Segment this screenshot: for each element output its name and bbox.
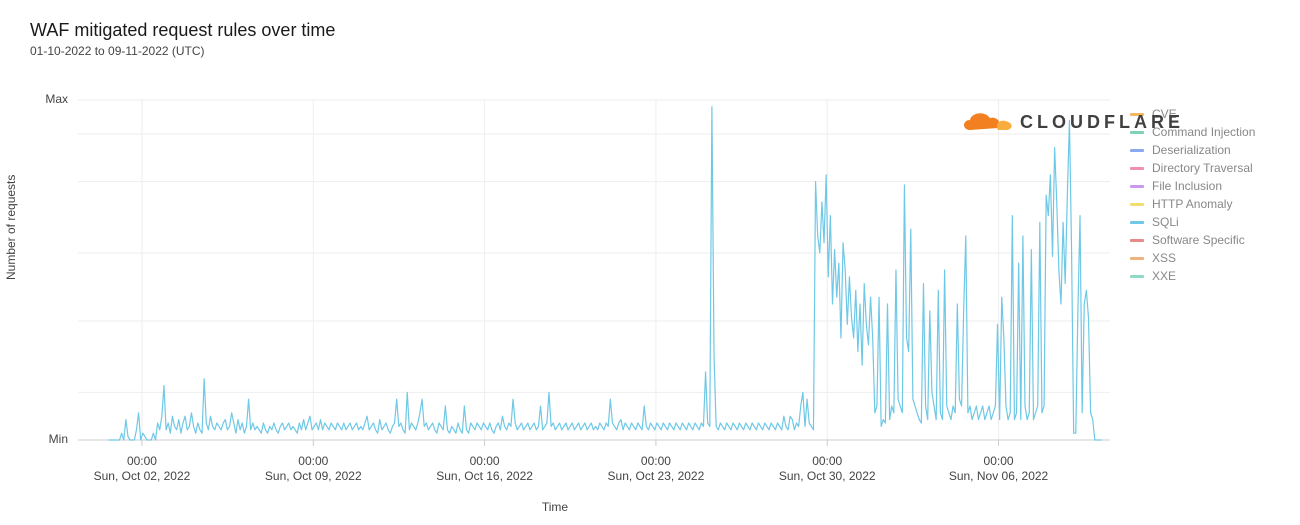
legend-item[interactable]: Deserialization bbox=[1130, 141, 1255, 159]
legend-swatch bbox=[1130, 257, 1144, 260]
legend-label: Directory Traversal bbox=[1152, 161, 1253, 175]
legend-label: Software Specific bbox=[1152, 233, 1245, 247]
legend-label: SQLi bbox=[1152, 215, 1179, 229]
legend-item[interactable]: SQLi bbox=[1130, 213, 1255, 231]
x-tick-time: 00:00 bbox=[929, 454, 1069, 469]
y-tick-label: Min bbox=[0, 432, 68, 446]
x-tick-time: 00:00 bbox=[586, 454, 726, 469]
x-tick-date: Sun, Oct 02, 2022 bbox=[72, 469, 212, 484]
x-tick-label: 00:00Sun, Oct 02, 2022 bbox=[72, 454, 212, 484]
legend-item[interactable]: Directory Traversal bbox=[1130, 159, 1255, 177]
legend-label: Deserialization bbox=[1152, 143, 1231, 157]
y-axis-label: Number of requests bbox=[4, 175, 18, 280]
x-tick-label: 00:00Sun, Oct 23, 2022 bbox=[586, 454, 726, 484]
x-tick-time: 00:00 bbox=[72, 454, 212, 469]
title-block: WAF mitigated request rules over time 01… bbox=[30, 20, 335, 58]
legend-swatch bbox=[1130, 149, 1144, 152]
brand-text: CLOUDFLARE bbox=[1020, 112, 1184, 133]
legend-swatch bbox=[1130, 239, 1144, 242]
legend-swatch bbox=[1130, 185, 1144, 188]
x-tick-label: 00:00Sun, Oct 16, 2022 bbox=[415, 454, 555, 484]
legend-item[interactable]: File Inclusion bbox=[1130, 177, 1255, 195]
brand-logo: CLOUDFLARE bbox=[960, 108, 1184, 136]
plot-area bbox=[78, 100, 1110, 440]
cloudflare-cloud-icon bbox=[960, 108, 1014, 136]
legend-swatch bbox=[1130, 221, 1144, 224]
x-tick-time: 00:00 bbox=[243, 454, 383, 469]
x-tick-time: 00:00 bbox=[415, 454, 555, 469]
legend-swatch bbox=[1130, 275, 1144, 278]
legend-swatch bbox=[1130, 167, 1144, 170]
x-tick-label: 00:00Sun, Nov 06, 2022 bbox=[929, 454, 1069, 484]
legend-label: XSS bbox=[1152, 251, 1176, 265]
y-tick-label: Max bbox=[0, 92, 68, 106]
x-tick-time: 00:00 bbox=[757, 454, 897, 469]
x-tick-date: Sun, Oct 30, 2022 bbox=[757, 469, 897, 484]
x-tick-label: 00:00Sun, Oct 09, 2022 bbox=[243, 454, 383, 484]
legend-swatch bbox=[1130, 203, 1144, 206]
x-tick-date: Sun, Oct 09, 2022 bbox=[243, 469, 383, 484]
legend-item[interactable]: XXE bbox=[1130, 267, 1255, 285]
legend-label: HTTP Anomaly bbox=[1152, 197, 1232, 211]
legend-item[interactable]: Software Specific bbox=[1130, 231, 1255, 249]
x-tick-date: Sun, Oct 16, 2022 bbox=[415, 469, 555, 484]
legend-item[interactable]: XSS bbox=[1130, 249, 1255, 267]
chart-root: { "title": "WAF mitigated request rules … bbox=[0, 0, 1300, 525]
legend-label: XXE bbox=[1152, 269, 1176, 283]
chart-subtitle: 01-10-2022 to 09-11-2022 (UTC) bbox=[30, 44, 335, 58]
legend-label: File Inclusion bbox=[1152, 179, 1222, 193]
x-tick-date: Sun, Nov 06, 2022 bbox=[929, 469, 1069, 484]
x-tick-label: 00:00Sun, Oct 30, 2022 bbox=[757, 454, 897, 484]
plot-svg bbox=[78, 100, 1110, 440]
legend-item[interactable]: HTTP Anomaly bbox=[1130, 195, 1255, 213]
chart-title: WAF mitigated request rules over time bbox=[30, 20, 335, 42]
x-axis-label: Time bbox=[0, 500, 1110, 514]
x-tick-date: Sun, Oct 23, 2022 bbox=[586, 469, 726, 484]
